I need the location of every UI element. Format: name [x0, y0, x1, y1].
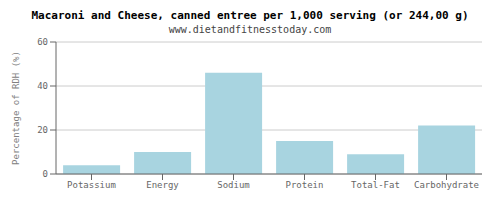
svg-text:Total-Fat: Total-Fat	[351, 180, 400, 190]
svg-text:Energy: Energy	[146, 180, 179, 190]
svg-text:40: 40	[37, 81, 48, 91]
html-text:Macaroni and Cheese, canned en: Macaroni and Cheese, canned entree per 1…	[31, 9, 469, 22]
svg-text:20: 20	[37, 125, 48, 135]
svg-text:Percentage of RDH (%): Percentage of RDH (%)	[11, 51, 21, 165]
svg-text:Sodium: Sodium	[217, 180, 250, 190]
svg-text:Potassium: Potassium	[67, 180, 116, 190]
html-text:www.dietandfitnesstoday.com: www.dietandfitnesstoday.com	[168, 24, 332, 35]
svg-text:60: 60	[37, 37, 48, 47]
svg-text:0: 0	[43, 169, 48, 179]
svg-text:Carbohydrate: Carbohydrate	[414, 180, 479, 190]
svg-text:Protein: Protein	[286, 180, 324, 190]
